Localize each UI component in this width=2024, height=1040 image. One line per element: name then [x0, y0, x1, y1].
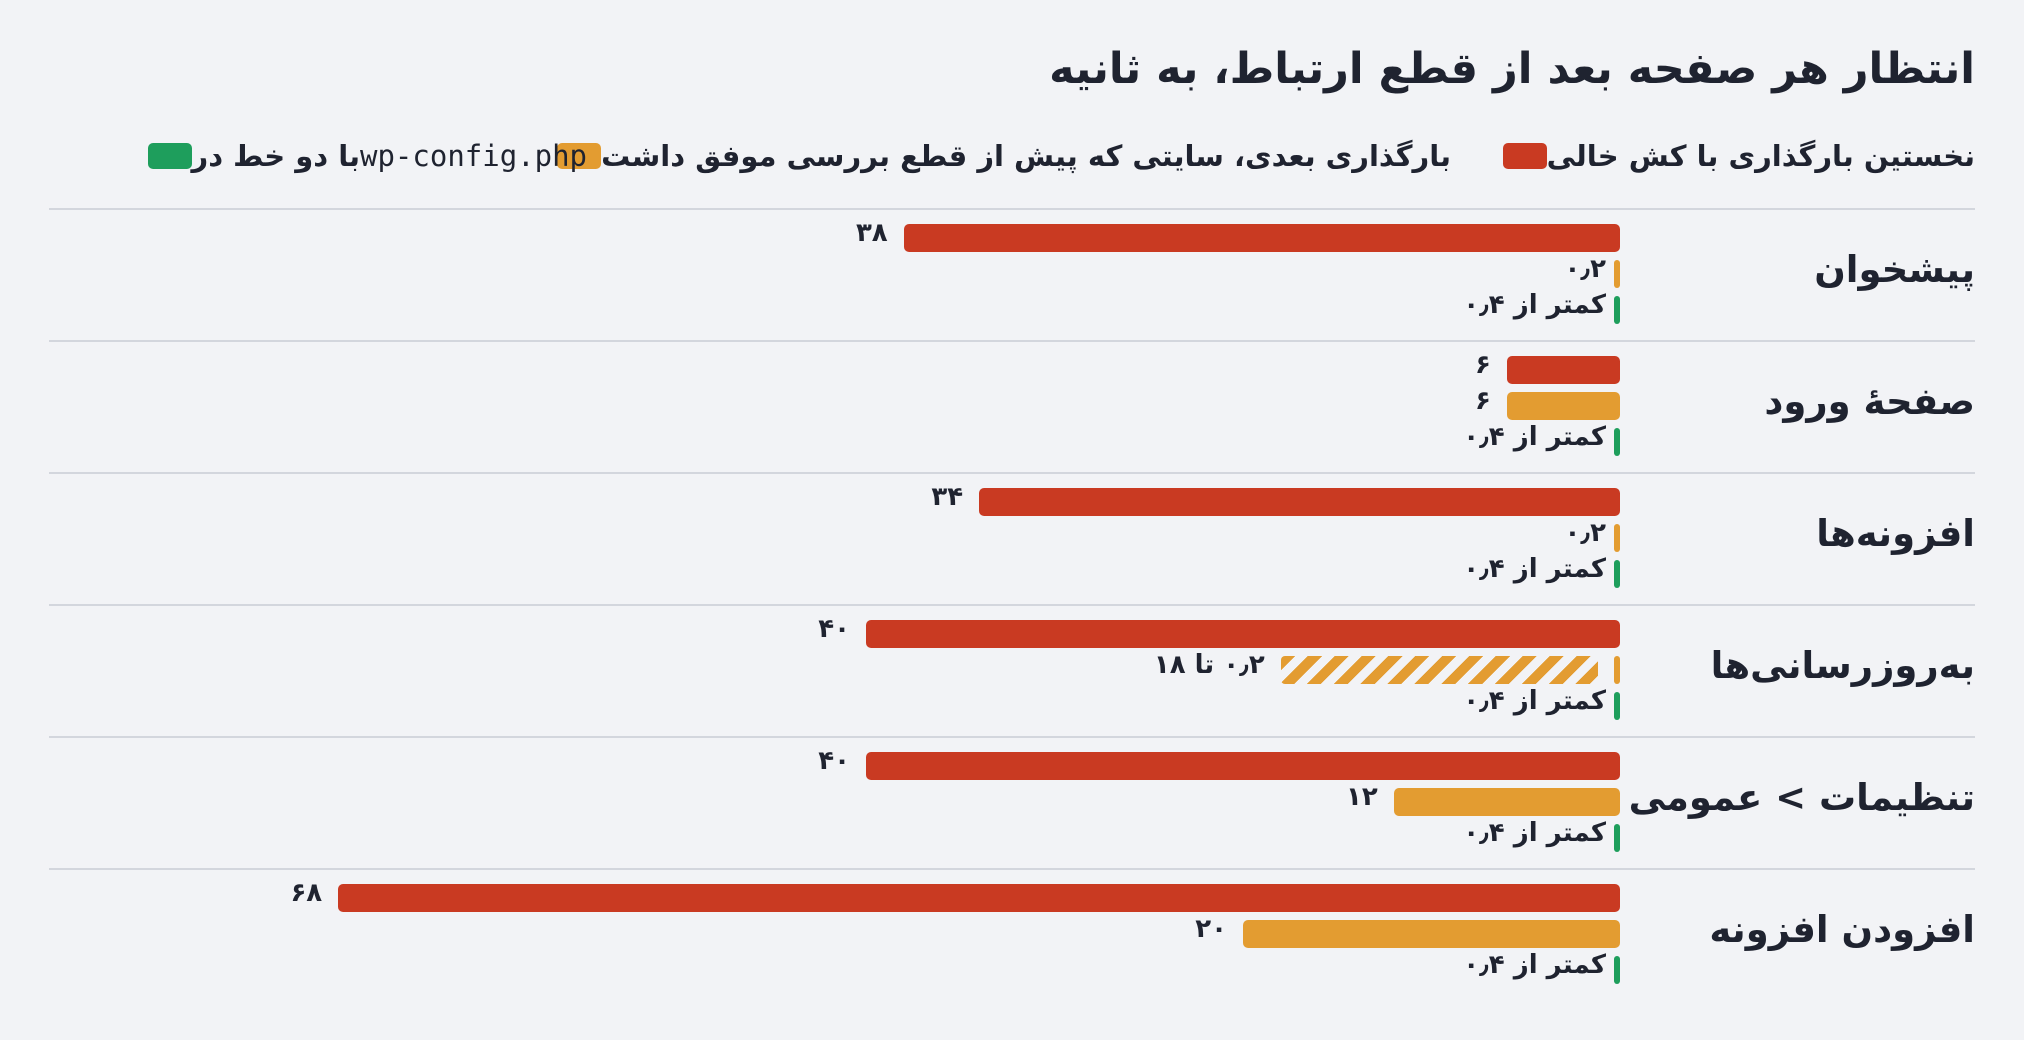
bar-o [1393, 788, 1620, 816]
bar-r [866, 620, 1620, 648]
data-label: ۳۸ [855, 218, 888, 248]
data-label: ۶ [1475, 350, 1491, 380]
bar-o [1614, 524, 1620, 552]
legend-code: wp-config.php [360, 139, 587, 173]
legend-item-wp-config: با دو خط در wp-config.php [134, 136, 598, 176]
category-label: صفحهٔ ورود [1764, 380, 1975, 423]
category-label: تنظیمات > عمومی [1628, 776, 1975, 819]
bar-o [1614, 260, 1620, 288]
bar-g [1614, 560, 1620, 588]
bar-g [1614, 956, 1620, 984]
data-label: ۳۴ [931, 482, 964, 512]
bar-r [979, 488, 1620, 516]
data-label: ۱۲ [1346, 782, 1378, 812]
bar-range-hatch [1280, 656, 1598, 684]
bar-o-range-low [1614, 656, 1620, 684]
legend-item-next-load: بارگذاری بعدی، سایتی که پیش از قطع بررسی… [543, 136, 1451, 176]
chart-title: انتظار هر صفحه بعد از قطع ارتباط، به ثان… [1049, 44, 1975, 94]
data-label: ۴۰ [818, 614, 850, 644]
legend-label: با دو خط در [191, 139, 361, 173]
data-label: ۲۰ [1195, 914, 1227, 944]
bar-r [1506, 356, 1620, 384]
data-label: ۰٫۲ [1564, 254, 1606, 284]
bar-r [903, 224, 1620, 252]
row-separator [49, 604, 1975, 606]
bar-r [866, 752, 1620, 780]
data-label: ۶ [1475, 386, 1491, 416]
legend-swatch-green [147, 143, 192, 169]
bar-o [1243, 920, 1620, 948]
data-label: ۰٫۲ [1564, 518, 1606, 548]
legend-label: نخستین بارگذاری با کش خالی [1546, 139, 1975, 173]
bar-g [1614, 296, 1620, 324]
category-label: افزونه‌ها [1816, 512, 1975, 555]
row-separator [49, 340, 1975, 342]
data-label: ۴۰ [818, 746, 850, 776]
data-label: کمتر از ۰٫۴ [1463, 554, 1606, 584]
category-label: به‌روزرسانی‌ها [1710, 644, 1975, 687]
legend-swatch-red [1502, 143, 1547, 169]
row-separator [49, 868, 1975, 870]
bar-r [338, 884, 1620, 912]
data-label: کمتر از ۰٫۴ [1463, 818, 1606, 848]
bar-g [1614, 428, 1620, 456]
bar-g [1614, 692, 1620, 720]
data-label: ۶۸ [290, 878, 323, 908]
legend-item-first-load: نخستین بارگذاری با کش خالی [1489, 136, 1975, 176]
row-separator [49, 736, 1975, 738]
data-label: کمتر از ۰٫۴ [1463, 290, 1606, 320]
data-label: ۰٫۲ تا ۱۸ [1153, 650, 1265, 680]
bar-g [1614, 824, 1620, 852]
data-label: کمتر از ۰٫۴ [1463, 422, 1606, 452]
legend-swatch-orange [557, 143, 602, 169]
category-label: افزودن افزونه [1709, 908, 1975, 951]
category-label: پیشخوان [1814, 248, 1975, 291]
data-label: کمتر از ۰٫۴ [1463, 686, 1606, 716]
bar-o [1506, 392, 1620, 420]
row-separator [49, 208, 1975, 210]
data-label: کمتر از ۰٫۴ [1463, 950, 1606, 980]
row-separator [49, 472, 1975, 474]
legend-label: بارگذاری بعدی، سایتی که پیش از قطع بررسی… [601, 139, 1451, 173]
